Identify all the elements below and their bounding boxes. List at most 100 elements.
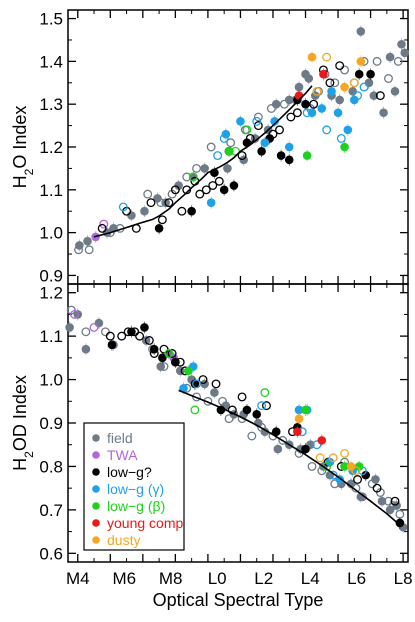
data-point-filled <box>354 69 364 79</box>
y-tick-label: 1.1 <box>39 181 63 200</box>
data-point-open <box>195 189 205 199</box>
data-point-filled <box>356 57 366 66</box>
data-point-open <box>384 74 393 83</box>
panel-h2od-index: 0.6 0.7 0.8 0.9 1.0 1.1 1.2 M4 M6 M8 L0 L2 L4 L6 L8 H… <box>10 283 413 610</box>
data-point-filled <box>346 462 356 471</box>
data-point-filled <box>307 52 317 62</box>
y-tick-label: 1.1 <box>39 327 63 346</box>
y-tick-label: 1.0 <box>39 224 63 243</box>
y-axis-top: 0.9 1.0 1.1 1.2 1.3 1.4 1.5 <box>39 10 408 285</box>
legend-label: low−g? <box>107 464 152 480</box>
data-point-open <box>340 448 350 458</box>
legend-label: field <box>107 430 133 446</box>
data-point-filled <box>271 427 281 436</box>
legend-marker <box>92 519 100 527</box>
data-point-open <box>275 125 284 135</box>
data-point-filled <box>304 74 314 83</box>
data-point-filled <box>350 95 359 105</box>
data-point-filled <box>156 362 166 371</box>
y-tick-label: 0.9 <box>39 266 63 285</box>
data-point-open <box>315 453 325 463</box>
data-point-filled <box>395 518 405 528</box>
data-point-filled <box>340 82 349 92</box>
data-point-filled <box>333 108 343 118</box>
data-point-open <box>252 116 262 126</box>
data-point-filled <box>294 414 304 423</box>
ylabel-main-top: H <box>10 175 30 188</box>
data-point-open <box>242 125 252 135</box>
data-point-open <box>351 466 361 476</box>
data-point-open <box>99 219 109 229</box>
data-point-open <box>340 65 350 75</box>
data-point-open <box>390 496 400 506</box>
data-point-open <box>105 331 115 341</box>
data-point-open <box>395 509 405 519</box>
data-point-filled <box>301 405 310 415</box>
data-point-open <box>84 245 94 255</box>
legend-marker <box>92 502 100 510</box>
data-point-filled <box>317 104 327 113</box>
legend-label: low−g (γ) <box>107 481 164 497</box>
y-tick-label: 1.4 <box>39 52 63 71</box>
x-tick-label: L0 <box>208 569 227 588</box>
data-point-filled <box>127 211 136 220</box>
data-point-filled <box>257 146 266 156</box>
x-tick-label: L8 <box>394 569 413 588</box>
data-point-filled <box>284 95 294 105</box>
data-point-filled <box>260 138 270 148</box>
data-point-open <box>266 104 276 113</box>
data-point-filled <box>81 344 91 354</box>
data-point-open <box>262 401 271 411</box>
y-tick-label: 1.2 <box>39 138 63 157</box>
data-point-filled <box>390 87 400 96</box>
data-point-open <box>164 349 174 358</box>
data-point-filled <box>369 91 379 100</box>
data-point-filled <box>187 206 196 216</box>
data-point-filled <box>210 388 219 397</box>
x-tick-label: L2 <box>254 569 273 588</box>
data-point-filled <box>154 224 164 233</box>
data-point-filled <box>184 366 193 376</box>
data-point-filled <box>400 48 410 58</box>
y-tick-label: 1.5 <box>39 10 63 29</box>
y-tick-label: 0.9 <box>39 414 63 433</box>
data-point-filled <box>356 27 366 36</box>
legend-marker <box>92 468 100 476</box>
ylabel-rest-bottom: OD Index <box>10 375 30 451</box>
data-point-open <box>201 185 211 195</box>
data-point-filled <box>224 146 234 156</box>
data-point-open <box>278 435 288 445</box>
data-point-filled <box>273 444 283 454</box>
x-ticks-top <box>77 10 404 284</box>
data-marks-top <box>74 25 410 255</box>
data-point-open <box>322 125 332 135</box>
data-point-open <box>198 375 208 385</box>
data-point-open <box>118 202 128 212</box>
data-point-open <box>328 453 338 463</box>
fit-curve-top <box>93 85 313 238</box>
data-point-filled <box>366 69 375 79</box>
data-point-open <box>192 392 201 402</box>
data-point-filled <box>94 318 104 328</box>
data-point-filled <box>252 410 262 419</box>
ylabel-rest-top: O Index <box>10 106 30 169</box>
data-point-open <box>257 401 267 411</box>
data-point-open <box>253 112 263 122</box>
data-point-open <box>192 163 201 173</box>
x-axis-bottom: M4 M6 M8 L0 L2 L4 L6 L8 <box>66 284 413 588</box>
data-point-filled <box>302 151 312 160</box>
legend-marker <box>92 451 100 459</box>
data-point-open <box>393 56 403 66</box>
data-point-filled <box>200 164 209 173</box>
y-tick-label: 1.2 <box>39 284 63 303</box>
data-point-open <box>144 336 154 345</box>
data-point-open <box>292 108 302 118</box>
data-point-filled <box>219 185 229 195</box>
data-point-filled <box>340 142 349 152</box>
data-point-filled <box>385 52 395 62</box>
data-point-open <box>372 56 382 66</box>
data-point-filled <box>293 427 302 436</box>
y-axis-title-top: H2O Index <box>10 106 36 189</box>
legend-label: young comp <box>107 515 183 531</box>
legend-marker <box>92 485 100 493</box>
